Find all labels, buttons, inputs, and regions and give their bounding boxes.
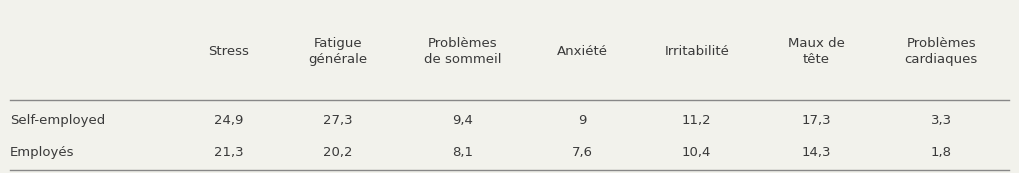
Text: Fatigue
générale: Fatigue générale (309, 37, 368, 66)
Text: 20,2: 20,2 (323, 146, 353, 160)
Text: 24,9: 24,9 (214, 114, 244, 127)
Text: 7,6: 7,6 (572, 146, 593, 160)
Text: 14,3: 14,3 (802, 146, 832, 160)
Text: Employés: Employés (10, 146, 74, 160)
Text: Problèmes
de sommeil: Problèmes de sommeil (424, 37, 501, 66)
Text: 10,4: 10,4 (682, 146, 711, 160)
Text: 8,1: 8,1 (452, 146, 473, 160)
Text: 27,3: 27,3 (323, 114, 353, 127)
Text: 1,8: 1,8 (930, 146, 952, 160)
Text: 9,4: 9,4 (452, 114, 473, 127)
Text: 21,3: 21,3 (214, 146, 244, 160)
Text: 3,3: 3,3 (930, 114, 952, 127)
Text: Irritabilité: Irritabilité (664, 45, 730, 58)
Text: Self-employed: Self-employed (10, 114, 105, 127)
Text: 11,2: 11,2 (682, 114, 711, 127)
Text: 9: 9 (578, 114, 587, 127)
Text: Maux de
tête: Maux de tête (788, 37, 845, 66)
Text: Problèmes
cardiaques: Problèmes cardiaques (905, 37, 978, 66)
Text: Stress: Stress (208, 45, 249, 58)
Text: 17,3: 17,3 (802, 114, 832, 127)
Text: Anxiété: Anxiété (556, 45, 607, 58)
